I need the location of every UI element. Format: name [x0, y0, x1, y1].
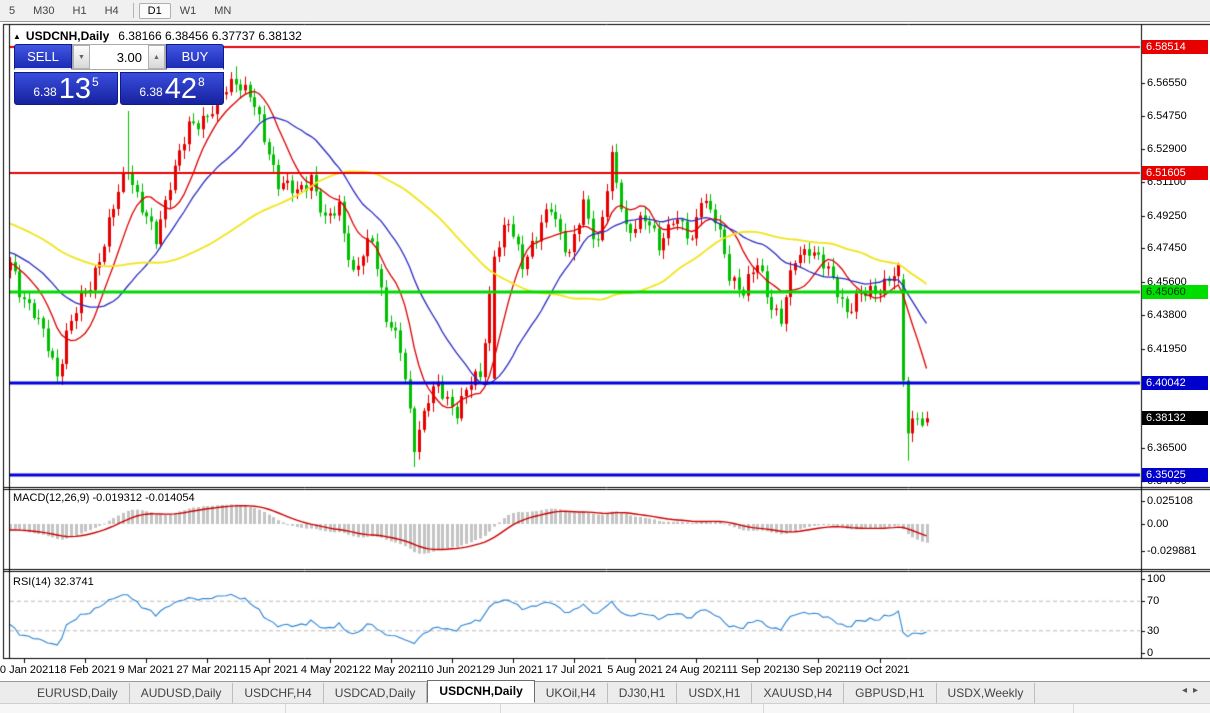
status-divider [500, 704, 501, 713]
sell-price-button[interactable]: 6.38 13 5 [14, 72, 118, 105]
date-label: 30 Jan 2021 [0, 664, 55, 676]
price-level-label: 6.45060 [1142, 285, 1208, 300]
date-label: 19 Oct 2021 [849, 664, 910, 676]
status-divider [1073, 704, 1074, 713]
date-label: 27 Mar 2021 [176, 664, 239, 676]
price-tick-label: 6.54750 [1147, 109, 1187, 122]
price-level-label: 6.58514 [1142, 39, 1208, 54]
tab-scroll-right-icon[interactable]: ▸ [1192, 685, 1204, 696]
buy-price-sup: 8 [197, 75, 205, 89]
price-level-label: 6.35025 [1142, 467, 1208, 482]
price-level-label: 6.38132 [1142, 411, 1208, 426]
date-label: 17 Jul 2021 [545, 664, 603, 676]
macd-tick-label: 0.025108 [1147, 495, 1193, 508]
timeframe-button-h1[interactable]: H1 [72, 4, 87, 17]
volume-input[interactable] [90, 45, 148, 69]
timeframe-button-h4[interactable]: H4 [104, 4, 119, 17]
sell-price-sup: 5 [91, 75, 99, 89]
timeframe-toolbar: 5 M30 H1 H4 D1 W1 MN [0, 0, 1210, 22]
collapse-icon[interactable]: ▲ [13, 32, 21, 41]
date-label: 10 Jun 2021 [421, 664, 483, 676]
price-tick-label: 6.47450 [1147, 242, 1187, 255]
price-tick-label: 6.49250 [1147, 209, 1187, 222]
date-label: 9 Mar 2021 [118, 664, 175, 676]
tab-scroll-left-icon[interactable]: ◂ [1181, 685, 1193, 696]
chart-tab-gbpusd-h1[interactable]: GBPUSD,H1 [844, 683, 937, 703]
chart-tab-usdcad-daily[interactable]: USDCAD,Daily [324, 683, 428, 703]
date-label: 24 Aug 2021 [665, 664, 728, 676]
date-label: 18 Feb 2021 [54, 664, 117, 676]
status-divider [763, 704, 764, 713]
chart-tab-eurusd-daily[interactable]: EURUSD,Daily [26, 683, 130, 703]
rsi-tick-label: 0 [1147, 647, 1154, 659]
chart-tab-xauusd-h4[interactable]: XAUUSD,H4 [752, 683, 845, 703]
date-label: 22 May 2021 [358, 664, 423, 676]
rsi-tick-label: 70 [1147, 595, 1160, 608]
macd-tick-label: 0.00 [1147, 518, 1169, 530]
rsi-tick-label: 100 [1147, 573, 1166, 586]
buy-price-button[interactable]: 6.38 42 8 [120, 72, 224, 105]
rsi-tick-label: 30 [1147, 624, 1160, 637]
chevron-up-icon: ▲ [153, 53, 160, 61]
chart-tab-bar: EURUSD,Daily AUDUSD,Daily USDCHF,H4 USDCAD,… [0, 680, 1210, 703]
chart-tab-usdx-weekly[interactable]: USDX,Weekly [937, 683, 1036, 703]
price-tick-label: 6.43800 [1147, 308, 1187, 321]
price-level-label: 6.40042 [1142, 376, 1208, 391]
chart-tab-dj30-h1[interactable]: DJ30,H1 [608, 683, 678, 703]
price-tick-label: 6.36500 [1147, 441, 1187, 454]
macd-tick-label: -0.029881 [1147, 545, 1197, 558]
chart-symbol: USDCNH,Daily [25, 29, 110, 43]
sell-price-big: 13 [58, 73, 91, 105]
chart-tab-ukoil-h4[interactable]: UKOil,H4 [535, 683, 608, 703]
chart-tab-usdcnh-daily[interactable]: USDCNH,Daily [427, 680, 535, 703]
sell-price-base: 6.38 [33, 85, 57, 99]
status-divider [285, 704, 286, 713]
buy-button[interactable]: BUY [166, 44, 224, 70]
sell-button[interactable]: SELL [14, 44, 72, 70]
tab-scroll-arrows[interactable]: ◂▸ [1182, 685, 1204, 696]
toolbar-separator [132, 3, 134, 18]
chart-title: ▲ USDCNH,Daily 6.38166 6.38456 6.37737 6.3… [13, 29, 302, 43]
date-label: 4 May 2021 [300, 664, 359, 676]
volume-stepper: ▼ ▲ [72, 44, 166, 70]
chart-tab-usdx-h1[interactable]: USDX,H1 [677, 683, 753, 703]
date-label: 11 Sep 2021 [726, 664, 789, 676]
buy-price-big: 42 [164, 73, 197, 105]
date-label: 5 Aug 2021 [607, 664, 663, 676]
price-tick-label: 6.41950 [1147, 342, 1187, 355]
timeframe-button-w1[interactable]: W1 [179, 4, 197, 17]
date-label: 30 Sep 2021 [787, 664, 850, 676]
chart-tab-usdchf-h4[interactable]: USDCHF,H4 [233, 683, 324, 703]
date-label: 29 Jun 2021 [482, 664, 544, 676]
volume-increase-button[interactable]: ▲ [148, 45, 165, 69]
timeframe-button-5[interactable]: 5 [9, 4, 16, 17]
volume-decrease-button[interactable]: ▼ [73, 45, 90, 69]
timeframe-button-mn[interactable]: MN [214, 4, 232, 17]
date-label: 15 Apr 2021 [238, 664, 299, 676]
rsi-indicator-label: RSI(14) 32.3741 [13, 576, 94, 588]
macd-indicator-label: MACD(12,26,9) -0.019312 -0.014054 [13, 492, 195, 504]
buy-price-base: 6.38 [139, 85, 163, 99]
chevron-down-icon: ▼ [78, 53, 85, 61]
status-bar [0, 703, 1210, 713]
chart-ohlc-values: 6.38166 6.38456 6.37737 6.38132 [118, 29, 302, 43]
timeframe-button-d1[interactable]: D1 [138, 2, 171, 19]
price-tick-label: 6.52900 [1147, 143, 1187, 156]
price-level-label: 6.51605 [1142, 165, 1208, 180]
chart-tab-audusd-daily[interactable]: AUDUSD,Daily [130, 683, 234, 703]
timeframe-button-m30[interactable]: M30 [33, 4, 55, 17]
price-tick-label: 6.56550 [1147, 76, 1187, 89]
